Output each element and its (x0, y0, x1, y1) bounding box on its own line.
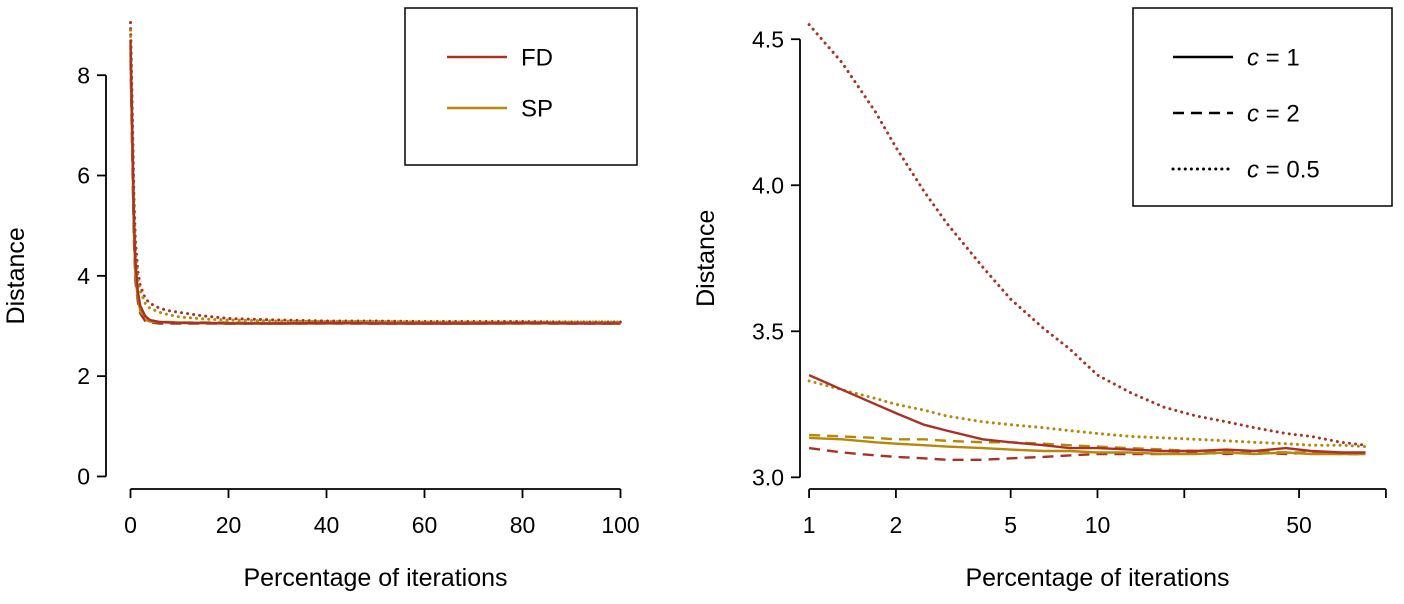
series-line-FD-c2-dashed (808, 446, 1366, 461)
x-axis-title: Percentage of iterations (243, 564, 507, 592)
y-tick-label: 0 (77, 464, 90, 490)
x-tick-label: 2 (890, 512, 903, 538)
legend-entry-label: FD (521, 44, 553, 71)
y-tick-label: 3.0 (752, 464, 784, 490)
series-line-FD-c0.5-dotted (807, 23, 1367, 447)
y-tick-label: 8 (77, 62, 90, 88)
x-tick-label: 80 (510, 512, 536, 538)
x-tick-label: 60 (412, 512, 438, 538)
y-tick-label: 4.0 (752, 172, 784, 198)
series-line-SP-c1-solid (809, 436, 1366, 456)
right-panel: 1 2 5 10 50 3.0 3.5 4.0 4.5 Percentage of iterati… (692, 7, 1393, 592)
series-line-SP-c0.5-dotted (807, 379, 1367, 449)
legend-entry-label: c = 0.5 (1247, 156, 1320, 183)
y-tick-label: 4 (77, 263, 90, 289)
y-axis-title: Distance (2, 227, 30, 324)
series-line-SP-dotted (129, 28, 622, 324)
legend-box (404, 7, 638, 166)
y-tick-label: 3.5 (752, 318, 784, 344)
y-tick-label: 2 (77, 363, 90, 389)
legend-entry-label: c = 2 (1247, 100, 1300, 127)
x-tick-label: 5 (1004, 512, 1017, 538)
series-line-FD-solid (129, 40, 621, 325)
x-tick-label: 20 (216, 512, 242, 538)
series-line-FD-c1-solid (808, 374, 1366, 454)
legend-entry-label: SP (521, 95, 553, 122)
y-tick-label: 4.5 (752, 26, 784, 52)
x-tick-label: 1 (803, 512, 816, 538)
x-tick-label: 100 (601, 512, 639, 538)
x-tick-label: 0 (124, 512, 137, 538)
legend-entry-label: c = 1 (1247, 44, 1300, 71)
x-axis-title: Percentage of iterations (965, 564, 1229, 592)
x-tick-label: 10 (1085, 512, 1111, 538)
y-axis-title: Distance (692, 210, 720, 307)
y-tick-label: 6 (77, 163, 90, 189)
x-tick-label: 50 (1286, 512, 1312, 538)
x-tick-label: 40 (314, 512, 340, 538)
left-panel: 0 20 40 60 80 100 0 2 4 6 8 Percentage of iteration… (2, 7, 640, 592)
legend-box (1132, 7, 1393, 207)
